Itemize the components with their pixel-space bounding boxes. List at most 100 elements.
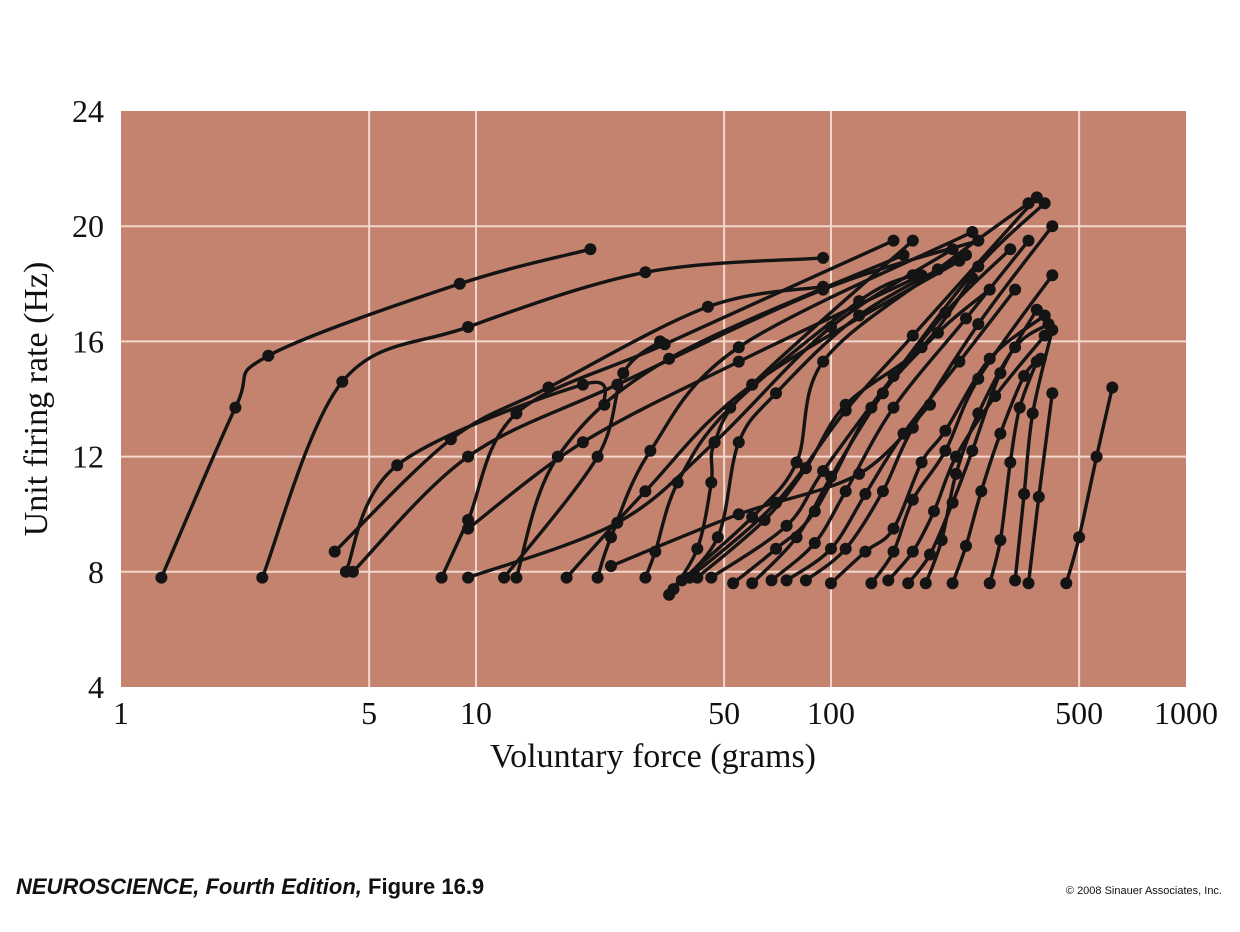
data-point: [946, 243, 959, 256]
data-point: [887, 522, 900, 535]
data-point: [939, 424, 952, 437]
data-point: [939, 444, 952, 457]
data-point: [946, 577, 959, 590]
data-point: [931, 326, 944, 339]
y-tick-label: 20: [72, 208, 104, 244]
y-axis-title: Unit firing rate (Hz): [18, 262, 55, 537]
data-point: [906, 421, 919, 434]
data-point: [1030, 303, 1043, 316]
data-point: [155, 571, 168, 584]
data-point: [887, 545, 900, 558]
data-point: [906, 545, 919, 558]
data-point: [746, 577, 759, 590]
data-point: [902, 577, 915, 590]
data-point: [453, 277, 466, 290]
data-point: [639, 266, 652, 279]
data-point: [770, 387, 782, 400]
data-point: [711, 531, 724, 544]
data-point: [780, 574, 793, 587]
motor-unit-series: [1009, 323, 1059, 587]
data-point: [435, 571, 448, 584]
data-point: [780, 519, 793, 532]
x-tick-label: 500: [1055, 695, 1103, 731]
x-tick-label: 100: [807, 695, 855, 731]
data-point: [1106, 381, 1119, 394]
data-point: [876, 387, 889, 400]
data-point: [859, 545, 872, 558]
data-point: [975, 485, 988, 498]
data-point: [839, 485, 852, 498]
data-point: [1018, 488, 1031, 500]
data-point: [701, 300, 714, 313]
data-point: [746, 378, 759, 391]
data-point: [960, 539, 972, 552]
data-point: [758, 514, 771, 526]
data-point: [924, 548, 936, 561]
motor-unit-series: [639, 269, 919, 584]
data-point: [639, 571, 652, 584]
data-point: [639, 485, 652, 498]
series-line: [1064, 385, 1114, 585]
motor-unit-series: [155, 243, 597, 584]
data-point: [994, 534, 1007, 547]
data-point: [605, 531, 617, 544]
data-point: [732, 355, 745, 368]
data-point: [691, 571, 704, 584]
data-point: [262, 349, 275, 362]
data-point: [906, 269, 919, 282]
grid: [121, 111, 1186, 687]
motor-unit-series: [675, 197, 1035, 587]
data-point: [887, 401, 900, 414]
y-tick-label: 8: [88, 554, 104, 590]
data-point: [1004, 456, 1017, 469]
data-point: [1018, 370, 1031, 382]
data-point: [839, 398, 852, 411]
data-point: [576, 436, 589, 449]
y-tick-label: 16: [72, 323, 104, 359]
data-point: [1004, 243, 1017, 256]
x-tick-label: 5: [361, 695, 377, 731]
data-point: [705, 476, 718, 489]
data-point: [966, 226, 979, 238]
data-point: [727, 577, 740, 590]
plot-background: [121, 111, 1186, 687]
data-point: [915, 456, 928, 469]
data-point: [1032, 490, 1045, 503]
x-tick-label: 1000: [1154, 695, 1218, 731]
data-point: [256, 571, 269, 584]
series-line: [514, 253, 906, 580]
motor-unit-series: [765, 234, 1035, 587]
data-point: [808, 537, 821, 549]
motor-unit-series: [498, 335, 667, 584]
x-tick-label: 10: [460, 695, 492, 731]
data-point: [839, 542, 852, 555]
data-point: [1046, 387, 1059, 400]
data-point: [617, 367, 630, 380]
motor-unit-series: [346, 234, 985, 578]
series-line: [502, 339, 662, 580]
data-point: [906, 329, 919, 342]
y-tick-label: 4: [88, 669, 104, 705]
caption-figure-number: Figure 16.9: [368, 874, 485, 899]
data-point: [939, 306, 952, 319]
data-point: [966, 444, 979, 457]
motor-unit-series: [983, 355, 1043, 590]
y-tick-label: 24: [72, 93, 104, 129]
data-series: [155, 191, 1119, 601]
data-point: [859, 488, 872, 500]
data-point: [591, 450, 604, 463]
data-point: [928, 505, 940, 518]
series-line: [344, 380, 608, 574]
data-point: [817, 355, 830, 368]
data-point: [972, 318, 985, 331]
data-point: [328, 545, 341, 558]
data-point: [887, 234, 900, 247]
data-point: [346, 565, 359, 578]
x-axis-title: Voluntary force (grams): [490, 738, 816, 775]
data-point: [644, 444, 657, 457]
series-line: [351, 238, 980, 574]
data-point: [462, 522, 475, 535]
data-point: [708, 436, 721, 449]
data-point: [1022, 577, 1035, 590]
data-point: [882, 574, 895, 587]
